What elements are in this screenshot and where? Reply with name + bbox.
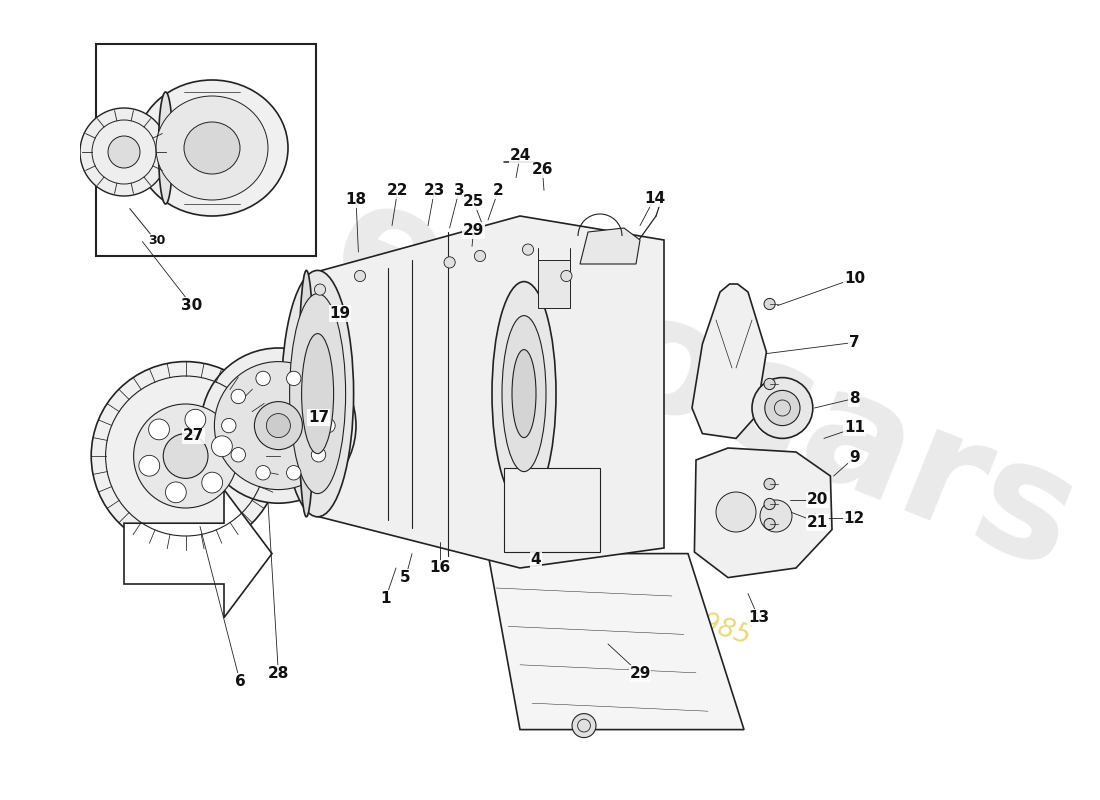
Text: 29: 29 <box>463 223 484 238</box>
Circle shape <box>764 298 776 310</box>
Text: 30: 30 <box>182 298 202 313</box>
Circle shape <box>522 244 534 255</box>
Text: 16: 16 <box>429 561 451 575</box>
Circle shape <box>764 390 800 426</box>
Text: 17: 17 <box>308 410 329 425</box>
Circle shape <box>572 714 596 738</box>
Circle shape <box>231 447 245 462</box>
Text: 18: 18 <box>345 193 366 207</box>
Circle shape <box>148 419 169 440</box>
Circle shape <box>474 250 485 262</box>
Text: 7: 7 <box>849 335 860 350</box>
Circle shape <box>201 348 356 503</box>
Circle shape <box>185 410 206 430</box>
Text: 5: 5 <box>400 570 411 585</box>
Text: 23: 23 <box>424 183 446 198</box>
Polygon shape <box>488 554 744 730</box>
Circle shape <box>321 418 336 433</box>
Ellipse shape <box>136 80 288 216</box>
Text: 8: 8 <box>849 391 860 406</box>
Text: a passion for parts since 1985: a passion for parts since 1985 <box>366 502 754 650</box>
Text: 22: 22 <box>387 183 408 198</box>
Circle shape <box>561 270 572 282</box>
Text: 9: 9 <box>849 450 860 465</box>
Text: 14: 14 <box>644 191 666 206</box>
Ellipse shape <box>301 334 333 454</box>
Circle shape <box>254 402 303 450</box>
Text: 19: 19 <box>329 306 351 321</box>
Polygon shape <box>694 448 832 578</box>
Ellipse shape <box>298 270 315 517</box>
Circle shape <box>760 500 792 532</box>
Circle shape <box>256 466 271 480</box>
Text: 13: 13 <box>748 610 769 625</box>
Polygon shape <box>692 284 767 438</box>
Circle shape <box>764 498 776 510</box>
Ellipse shape <box>282 270 353 517</box>
Ellipse shape <box>289 294 345 494</box>
Text: 24: 24 <box>509 149 530 163</box>
Text: 1: 1 <box>381 591 390 606</box>
Circle shape <box>354 270 365 282</box>
Circle shape <box>80 108 168 196</box>
Text: 30: 30 <box>148 234 165 246</box>
Text: 2: 2 <box>493 183 504 198</box>
Bar <box>96 44 316 256</box>
Bar <box>504 468 600 552</box>
Circle shape <box>286 466 301 480</box>
Circle shape <box>716 492 756 532</box>
Ellipse shape <box>158 92 173 204</box>
Text: 26: 26 <box>531 162 553 177</box>
Text: 10: 10 <box>844 271 865 286</box>
Circle shape <box>311 390 326 404</box>
Circle shape <box>764 378 776 390</box>
Text: 28: 28 <box>267 666 289 681</box>
Polygon shape <box>124 490 272 618</box>
Ellipse shape <box>502 315 546 472</box>
Ellipse shape <box>512 350 536 438</box>
Circle shape <box>764 518 776 530</box>
Circle shape <box>256 371 271 386</box>
Circle shape <box>91 362 280 550</box>
Ellipse shape <box>492 282 556 506</box>
Circle shape <box>221 418 236 433</box>
Ellipse shape <box>156 96 268 200</box>
Polygon shape <box>316 216 664 568</box>
Text: 25: 25 <box>463 194 484 209</box>
Circle shape <box>163 434 208 478</box>
Circle shape <box>764 478 776 490</box>
Circle shape <box>311 447 326 462</box>
Text: eurocars: eurocars <box>310 165 1098 603</box>
Text: 27: 27 <box>183 429 205 443</box>
Polygon shape <box>580 228 640 264</box>
Circle shape <box>139 455 159 476</box>
Ellipse shape <box>184 122 240 174</box>
Text: 11: 11 <box>844 421 865 435</box>
Circle shape <box>315 284 326 295</box>
Text: 4: 4 <box>530 553 541 567</box>
Circle shape <box>211 436 232 457</box>
Circle shape <box>214 362 342 490</box>
Circle shape <box>108 136 140 168</box>
Text: 21: 21 <box>807 515 828 530</box>
Circle shape <box>201 472 222 493</box>
Text: 3: 3 <box>454 183 464 198</box>
Circle shape <box>231 390 245 404</box>
Circle shape <box>286 371 301 386</box>
Text: 20: 20 <box>807 493 828 507</box>
Circle shape <box>133 404 238 508</box>
Text: 12: 12 <box>844 511 865 526</box>
Circle shape <box>165 482 186 502</box>
Circle shape <box>266 414 290 438</box>
Text: 29: 29 <box>629 666 651 681</box>
Circle shape <box>444 257 455 268</box>
Text: 6: 6 <box>234 674 245 689</box>
Circle shape <box>752 378 813 438</box>
Bar <box>538 260 571 308</box>
